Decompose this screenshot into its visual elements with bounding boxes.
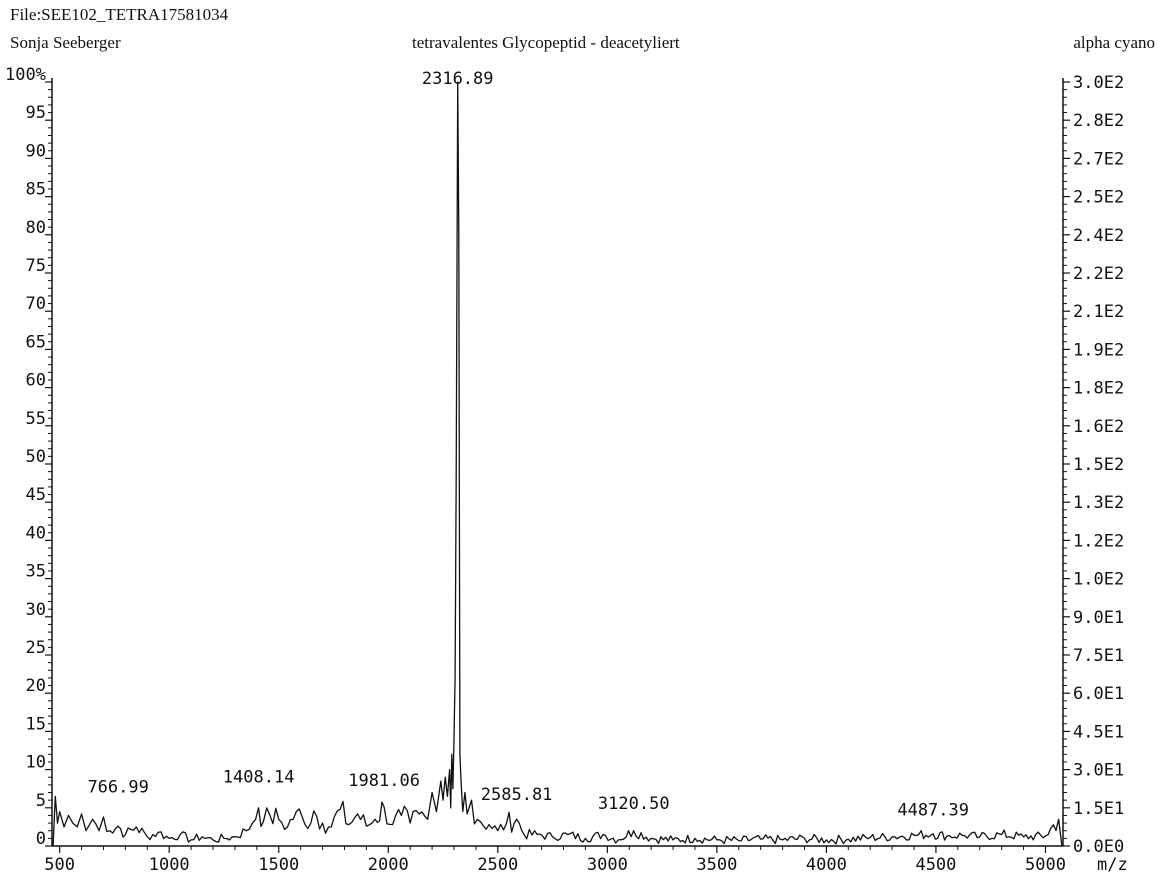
y2-tick-label: 2.5E2 (1073, 188, 1124, 208)
chart-title: tetravalentes Glycopeptid - deacetyliert (412, 33, 680, 52)
y2-tick-label: 1.5E1 (1073, 799, 1124, 819)
y-ticks-left: 0 5 10 15 20 25 30 35 40 45 50 55 60 65 70 75 80 85 90 95 10… (5, 65, 52, 849)
y-tick-label: 20 (26, 676, 46, 696)
y2-tick-label: 1.5E2 (1073, 455, 1124, 475)
y-tick-label: 50 (26, 447, 46, 467)
peak-label: 766.99 (87, 777, 148, 797)
y2-tick-label: 1.3E2 (1073, 493, 1124, 513)
y2-tick-label: 2.7E2 (1073, 149, 1124, 169)
peak-label: 2585.81 (481, 785, 553, 805)
y-tick-label: 70 (26, 294, 46, 314)
x-tick-label: 3500 (696, 855, 737, 875)
y-tick-label: 90 (26, 141, 46, 161)
y-tick-label: 10 (26, 753, 46, 773)
y-tick-label: 75 (26, 256, 46, 276)
y-tick-label: 15 (26, 714, 46, 734)
y2-tick-label: 4.5E1 (1073, 722, 1124, 742)
y2-tick-label: 2.2E2 (1073, 264, 1124, 284)
y-tick-label: 60 (26, 371, 46, 391)
matrix-label: alpha cyano (1073, 33, 1155, 52)
y2-tick-label: 0.0E0 (1073, 837, 1124, 857)
peak-label: 1408.14 (223, 767, 295, 787)
x-tick-label: 4500 (915, 855, 956, 875)
x-tick-label: 1500 (258, 855, 299, 875)
y2-tick-label: 1.0E2 (1073, 570, 1124, 590)
y-tick-label: 95 (26, 103, 46, 123)
x-tick-label: 2000 (368, 855, 409, 875)
x-tick-label: 3000 (587, 855, 628, 875)
y-tick-label: 45 (26, 485, 46, 505)
y-tick-label: 80 (26, 218, 46, 238)
x-tick-label: 4000 (806, 855, 847, 875)
x-axis-label: m/z (1097, 855, 1128, 875)
y2-tick-label: 2.8E2 (1073, 111, 1124, 131)
x-ticks: 500 1000 1500 2000 2500 3000 3500 4000 4500 5000 (44, 846, 1066, 875)
y2-tick-label: 3.0E1 (1073, 761, 1124, 781)
x-tick-label: 500 (44, 855, 75, 875)
y-tick-label: 55 (26, 409, 46, 429)
peak-label: 1981.06 (348, 771, 420, 791)
y-tick-label: 30 (26, 600, 46, 620)
y2-tick-label: 6.0E1 (1073, 684, 1124, 704)
peak-label: 3120.50 (598, 794, 670, 814)
y-ticks-right: 0.0E0 1.5E1 3.0E1 4.5E1 6.0E1 7.5E1 9.0E1 1.0E2… (1063, 73, 1124, 857)
y2-tick-label: 1.6E2 (1073, 417, 1124, 437)
peak-label: 4487.39 (897, 800, 969, 820)
spectrum-trace (52, 81, 1063, 847)
peak-labels: 766.99 1408.14 1981.06 2316.89 2585.81 3120.5… (87, 69, 969, 820)
y2-tick-label: 9.0E1 (1073, 608, 1124, 628)
y2-tick-label: 2.4E2 (1073, 226, 1124, 246)
y-tick-label: 100% (5, 65, 46, 85)
y2-tick-label: 7.5E1 (1073, 646, 1124, 666)
y-tick-label: 35 (26, 562, 46, 582)
y2-tick-label: 1.9E2 (1073, 340, 1124, 360)
x-tick-label: 1000 (149, 855, 190, 875)
operator-label: Sonja Seeberger (10, 33, 121, 52)
y-tick-label: 5 (36, 791, 46, 811)
y-tick-label: 85 (26, 180, 46, 200)
y-tick-label: 25 (26, 638, 46, 658)
y2-tick-label: 3.0E2 (1073, 73, 1124, 93)
y2-tick-label: 1.2E2 (1073, 531, 1124, 551)
file-label: File:SEE102_TETRA17581034 (10, 5, 229, 24)
y-tick-label: 40 (26, 523, 46, 543)
y2-tick-label: 1.8E2 (1073, 379, 1124, 399)
x-tick-label: 2500 (477, 855, 518, 875)
peak-label: 2316.89 (422, 69, 494, 89)
y-tick-label: 0 (36, 829, 46, 849)
x-tick-label: 5000 (1025, 855, 1066, 875)
y2-tick-label: 2.1E2 (1073, 302, 1124, 322)
y-tick-label: 65 (26, 332, 46, 352)
